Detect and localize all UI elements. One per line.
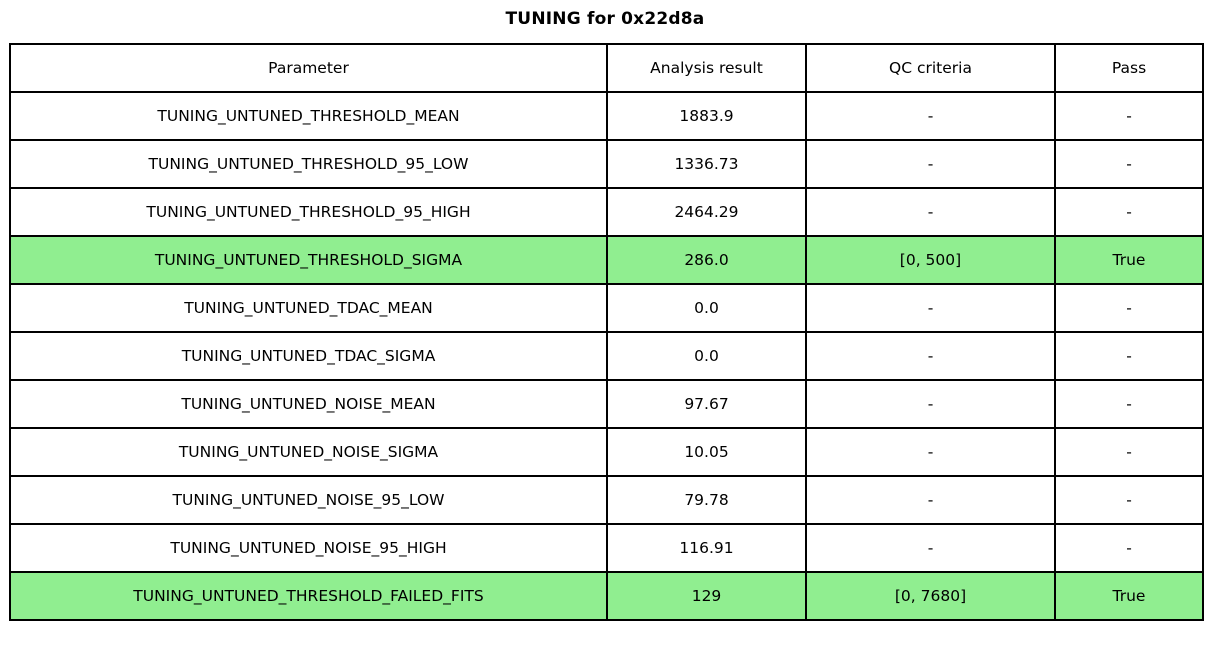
- qc-criteria-cell: -: [805, 475, 1056, 525]
- pass-cell: -: [1054, 91, 1204, 141]
- analysis-result-cell: 129: [606, 571, 807, 621]
- parameter-cell: TUNING_UNTUNED_NOISE_95_HIGH: [9, 523, 608, 573]
- parameter-cell: TUNING_UNTUNED_TDAC_SIGMA: [9, 331, 608, 381]
- parameter-cell: TUNING_UNTUNED_THRESHOLD_FAILED_FITS: [9, 571, 608, 621]
- parameter-cell: TUNING_UNTUNED_NOISE_SIGMA: [9, 427, 608, 477]
- analysis-result-cell: 286.0: [606, 235, 807, 285]
- pass-cell: -: [1054, 283, 1204, 333]
- qc-table: Parameter Analysis result QC criteria Pa…: [9, 43, 1204, 621]
- pass-cell: -: [1054, 187, 1204, 237]
- pass-cell: -: [1054, 379, 1204, 429]
- qc-criteria-cell: -: [805, 523, 1056, 573]
- parameter-cell: TUNING_UNTUNED_NOISE_MEAN: [9, 379, 608, 429]
- analysis-result-cell: 10.05: [606, 427, 807, 477]
- qc-criteria-cell: [0, 7680]: [805, 571, 1056, 621]
- pass-cell: True: [1054, 571, 1204, 621]
- table-row: TUNING_UNTUNED_THRESHOLD_FAILED_FITS 129[…: [9, 571, 1204, 621]
- table-row: TUNING_UNTUNED_THRESHOLD_95_LOW 1336.73- -: [9, 139, 1204, 189]
- table-body: TUNING_UNTUNED_THRESHOLD_MEAN 1883.9- - TUN…: [9, 91, 1204, 621]
- parameter-cell: TUNING_UNTUNED_THRESHOLD_SIGMA: [9, 235, 608, 285]
- qc-criteria-cell: -: [805, 427, 1056, 477]
- table-row: TUNING_UNTUNED_NOISE_SIGMA 10.05- -: [9, 427, 1204, 477]
- analysis-result-cell: 2464.29: [606, 187, 807, 237]
- qc-criteria-cell: -: [805, 283, 1056, 333]
- table-row: TUNING_UNTUNED_TDAC_SIGMA 0.0- -: [9, 331, 1204, 381]
- table-row: TUNING_UNTUNED_NOISE_MEAN 97.67- -: [9, 379, 1204, 429]
- qc-criteria-cell: -: [805, 187, 1056, 237]
- header-pass: Pass: [1054, 43, 1204, 93]
- pass-cell: -: [1054, 523, 1204, 573]
- analysis-result-cell: 0.0: [606, 283, 807, 333]
- pass-cell: -: [1054, 427, 1204, 477]
- table-row: TUNING_UNTUNED_NOISE_95_HIGH 116.91- -: [9, 523, 1204, 573]
- parameter-cell: TUNING_UNTUNED_TDAC_MEAN: [9, 283, 608, 333]
- qc-criteria-cell: -: [805, 91, 1056, 141]
- qc-criteria-cell: -: [805, 139, 1056, 189]
- table-row: TUNING_UNTUNED_TDAC_MEAN 0.0- -: [9, 283, 1204, 333]
- analysis-result-cell: 97.67: [606, 379, 807, 429]
- parameter-cell: TUNING_UNTUNED_NOISE_95_LOW: [9, 475, 608, 525]
- parameter-cell: TUNING_UNTUNED_THRESHOLD_95_HIGH: [9, 187, 608, 237]
- header-parameter: Parameter: [9, 43, 608, 93]
- header-row: Parameter Analysis result QC criteria Pa…: [9, 43, 1204, 93]
- pass-cell: -: [1054, 331, 1204, 381]
- qc-criteria-cell: -: [805, 379, 1056, 429]
- header-analysis-result: Analysis result: [606, 43, 807, 93]
- qc-criteria-cell: -: [805, 331, 1056, 381]
- parameter-cell: TUNING_UNTUNED_THRESHOLD_MEAN: [9, 91, 608, 141]
- pass-cell: -: [1054, 139, 1204, 189]
- analysis-result-cell: 1883.9: [606, 91, 807, 141]
- header-qc-criteria: QC criteria: [805, 43, 1056, 93]
- table-row: TUNING_UNTUNED_THRESHOLD_95_HIGH 2464.29-…: [9, 187, 1204, 237]
- page-title: TUNING for 0x22d8a: [505, 9, 705, 29]
- analysis-result-cell: 79.78: [606, 475, 807, 525]
- pass-cell: -: [1054, 475, 1204, 525]
- table-row: TUNING_UNTUNED_THRESHOLD_SIGMA 286.0 [0, 5…: [9, 235, 1204, 285]
- analysis-result-cell: 0.0: [606, 331, 807, 381]
- qc-criteria-cell: [0, 500]: [805, 235, 1056, 285]
- table-row: TUNING_UNTUNED_NOISE_95_LOW 79.78- -: [9, 475, 1204, 525]
- analysis-result-cell: 1336.73: [606, 139, 807, 189]
- pass-cell: True: [1054, 235, 1204, 285]
- parameter-cell: TUNING_UNTUNED_THRESHOLD_95_LOW: [9, 139, 608, 189]
- analysis-result-cell: 116.91: [606, 523, 807, 573]
- table-row: TUNING_UNTUNED_THRESHOLD_MEAN 1883.9- -: [9, 91, 1204, 141]
